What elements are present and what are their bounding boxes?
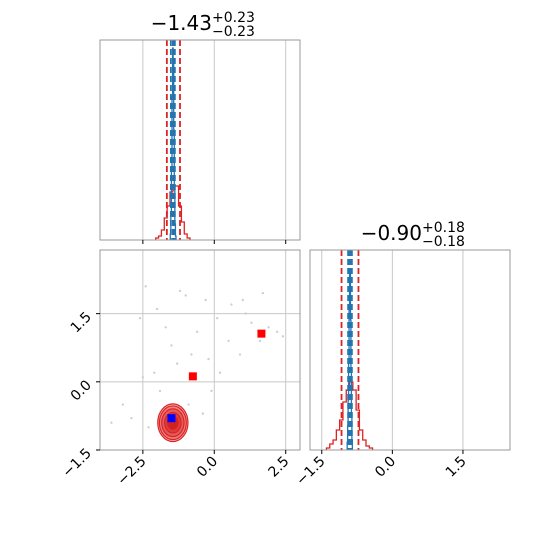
scatter-point: [250, 321, 253, 324]
marginal-param-1-title-value: −1.43: [151, 11, 212, 35]
panel-marginal-param-1-ticks: [142, 240, 287, 244]
panel-joint-frame: [99, 249, 301, 451]
scatter-point: [184, 294, 187, 297]
scatter-point: [227, 339, 230, 343]
panel-marginal-param-1-grid: [142, 40, 287, 240]
marker-red: [257, 329, 266, 338]
scatter-point: [195, 330, 199, 334]
scatter-point: [147, 426, 150, 429]
joint-x-tick-label: 0.0: [194, 454, 221, 481]
panel-joint-contours: [157, 403, 189, 443]
scatter-point: [207, 357, 210, 361]
scatter-point: [175, 362, 179, 365]
marker-blue: [167, 414, 176, 423]
joint-x-tick-label: −2.5: [114, 454, 149, 489]
scatter-point: [138, 316, 142, 320]
scatter-point: [187, 403, 190, 406]
marginal-2-x-tick-label: 1.5: [443, 454, 470, 481]
panel-marginal-param-2-ticks: −1.5 0.0 1.5: [293, 450, 470, 489]
marginal-param-2-title-value: −0.90: [361, 221, 422, 245]
scatter-point: [281, 335, 285, 338]
scatter-point: [190, 353, 193, 356]
joint-y-tick-label: 1.5: [68, 309, 95, 336]
joint-y-tick-label: 0.0: [68, 377, 95, 404]
histogram-red: [155, 185, 191, 240]
scatter-point: [244, 312, 247, 315]
scatter-point: [258, 339, 262, 343]
scatter-point: [170, 344, 173, 347]
scatter-point: [218, 371, 222, 374]
scatter-point: [164, 326, 167, 329]
scatter-point: [261, 291, 265, 295]
scatter-point: [210, 389, 213, 393]
panel-joint-background: [100, 250, 300, 450]
scatter-point: [144, 285, 147, 288]
marginal-param-1-title-sup: +0.23: [212, 10, 255, 26]
panel-marginal-param-2-quantile-lines: [340, 250, 360, 450]
marginal-param-2-title-sub: −0.18: [422, 234, 465, 250]
marginal-param-2-title-sup: +0.18: [422, 220, 465, 236]
scatter-point: [238, 353, 242, 356]
scatter-point: [158, 389, 162, 393]
panel-marginal-param-1: −1.43 +0.23 −0.23: [99, 10, 301, 244]
panel-marginal-param-2-frame: [309, 249, 511, 451]
scatter-point: [241, 298, 245, 302]
panel-marginal-param-1-frame: [99, 39, 301, 241]
marker-red: [188, 372, 197, 381]
scatter-point: [121, 403, 125, 406]
panel-marginal-param-1-quantile-lines: [165, 40, 181, 240]
scatter-point: [215, 316, 219, 320]
panel-joint-markers: [167, 329, 266, 423]
scatter-point: [155, 307, 159, 311]
marginal-2-x-tick-label: 0.0: [372, 454, 399, 481]
panel-marginal-param-2: −1.5 0.0 1.5 −0.90 +0.18 −0.18: [293, 220, 511, 489]
scatter-point: [230, 303, 233, 306]
joint-y-tick-label: −1.5: [59, 446, 94, 481]
scatter-point: [130, 416, 133, 420]
marginal-param-1-title-sub: −0.23: [212, 24, 255, 40]
scatter-point: [153, 371, 156, 374]
scatter-point: [267, 326, 270, 329]
panel-joint: −2.5 0.0 2.5 −1.5 0.0 1.5: [59, 249, 301, 489]
scatter-point: [275, 330, 279, 334]
marginal-param-2-title: −0.90: [361, 221, 422, 245]
marginal-param-1-title: −1.43: [151, 11, 212, 35]
panel-joint-scatter: [110, 285, 285, 429]
scatter-point: [201, 412, 205, 415]
scatter-point: [110, 421, 113, 424]
scatter-point: [141, 376, 145, 379]
scatter-point: [204, 298, 207, 302]
panel-marginal-param-2-grid: [321, 250, 464, 450]
scatter-point: [178, 289, 182, 293]
panel-marginal-param-1-background: [100, 40, 300, 240]
marginal-2-x-tick-label: −1.5: [293, 454, 328, 489]
joint-x-tick-label: 2.5: [265, 454, 292, 481]
